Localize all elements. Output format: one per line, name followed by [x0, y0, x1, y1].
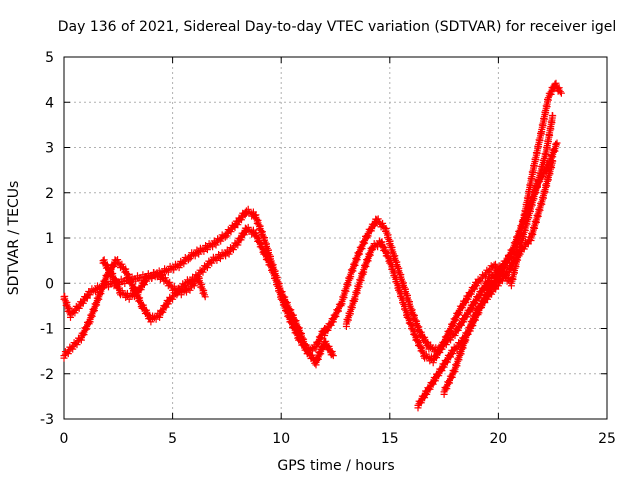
x-tick-label: 10: [272, 431, 290, 447]
series-arc-a: [60, 205, 337, 369]
series-arc-g: [440, 157, 557, 398]
grid-lines: [64, 57, 607, 419]
y-axis-label: SDTVAR / TECUs: [6, 181, 22, 296]
axis-tick-labels: 0 5 10 15 20 25 -3 -2 -1 0 1 2 3 4 5: [40, 50, 616, 447]
series-arc-c: [99, 256, 209, 303]
y-tick-label: 0: [45, 276, 54, 292]
x-tick-label: 25: [598, 431, 616, 447]
x-tick-label: 0: [60, 431, 69, 447]
y-tick-label: 1: [45, 231, 54, 247]
y-tick-label: -2: [40, 367, 54, 383]
axis-ticks: [63, 56, 608, 420]
series-markers: [99, 256, 209, 303]
chart-title: Day 136 of 2021, Sidereal Day-to-day VTE…: [58, 19, 617, 35]
series-markers: [60, 205, 337, 369]
x-tick-label: 5: [168, 431, 177, 447]
series-arc-b: [60, 223, 329, 362]
y-tick-label: 2: [45, 186, 54, 202]
series-markers: [60, 223, 329, 362]
x-tick-label: 15: [381, 431, 399, 447]
y-tick-label: -1: [40, 322, 54, 338]
series-markers: [440, 157, 557, 398]
x-tick-label: 20: [489, 431, 507, 447]
x-axis-label: GPS time / hours: [277, 458, 394, 474]
y-tick-label: 3: [45, 141, 54, 157]
data-markers: [60, 79, 565, 412]
y-tick-label: -3: [40, 412, 54, 428]
y-tick-label: 4: [45, 95, 54, 111]
y-tick-label: 5: [45, 50, 54, 66]
